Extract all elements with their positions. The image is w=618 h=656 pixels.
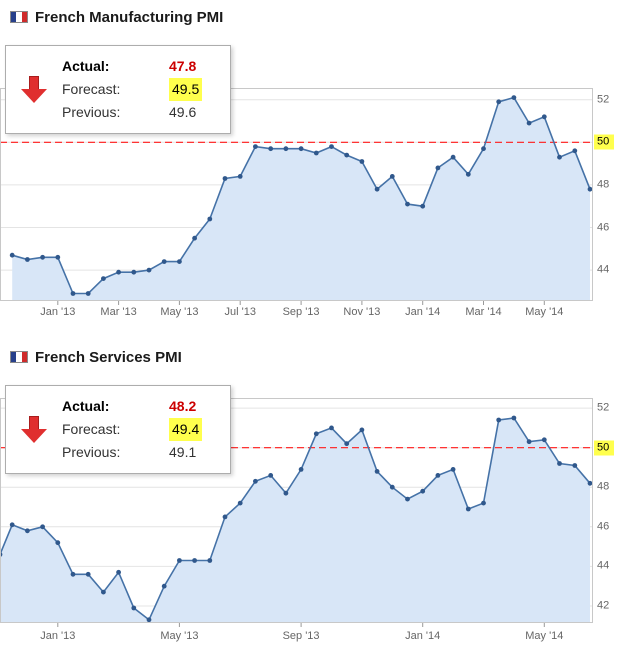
- france-flag-icon: [10, 11, 28, 23]
- y-axis-label: 44: [597, 263, 610, 276]
- down-arrow-icon: [6, 415, 62, 444]
- y-axis-label: 52: [597, 401, 610, 414]
- y-axis-label: 46: [597, 221, 610, 233]
- x-axis-label: May '14: [525, 630, 564, 642]
- x-axis-label: Jan '14: [405, 306, 441, 318]
- x-axis-label: Mar '14: [465, 306, 502, 318]
- y-axis-label: 48: [597, 480, 610, 493]
- manufacturing-pmi-chart: [0, 88, 593, 305]
- actual-label: Actual:: [62, 398, 110, 414]
- france-flag-icon: [10, 351, 28, 363]
- manufacturing-title-row: French Manufacturing PMI: [10, 7, 223, 27]
- forecast-value: 49.5: [169, 78, 203, 101]
- services-info-box: Actual: 48.2 Forecast: 49.4 Previous: 49…: [5, 385, 231, 474]
- down-arrow-icon: [6, 75, 62, 104]
- x-axis-label: May '13: [160, 630, 199, 642]
- x-axis-label: Jan '14: [405, 630, 441, 642]
- y-axis-label: 46: [597, 520, 610, 533]
- previous-label: Previous:: [62, 444, 121, 460]
- x-axis-label: May '14: [525, 306, 564, 318]
- services-title-row: French Services PMI: [10, 347, 182, 367]
- previous-row: Previous: 49.1: [62, 441, 230, 464]
- x-axis-label: Jan '13: [40, 306, 76, 318]
- previous-label: Previous:: [62, 104, 121, 120]
- actual-value: 48.2: [169, 398, 197, 414]
- forecast-value: 49.4: [169, 418, 203, 441]
- previous-value: 49.1: [169, 444, 197, 460]
- x-axis-label: Sep '13: [282, 630, 320, 642]
- x-axis-label: Jul '13: [224, 306, 256, 318]
- previous-value: 49.6: [169, 104, 197, 120]
- y-axis-reference-label: 50: [594, 440, 615, 456]
- x-axis-label: Jan '13: [40, 630, 76, 642]
- services-info-rows: Actual: 48.2 Forecast: 49.4 Previous: 49…: [62, 395, 230, 464]
- x-axis-label: Sep '13: [282, 306, 320, 318]
- y-axis-label: 52: [597, 93, 610, 106]
- actual-label: Actual:: [62, 58, 110, 74]
- actual-row: Actual: 48.2: [62, 395, 230, 418]
- x-axis-label: May '13: [160, 306, 199, 318]
- services-chart-title: French Services PMI: [35, 348, 182, 366]
- y-axis-label: 48: [597, 178, 610, 191]
- forecast-label: Forecast:: [62, 81, 121, 97]
- forecast-row: Forecast: 49.5: [62, 78, 230, 101]
- y-axis-label: 42: [597, 599, 610, 612]
- manufacturing-info-rows: Actual: 47.8 Forecast: 49.5 Previous: 49…: [62, 55, 230, 124]
- manufacturing-chart-title: French Manufacturing PMI: [35, 8, 224, 26]
- services-pmi-chart: [0, 398, 593, 627]
- y-axis-reference-label: 50: [594, 134, 615, 150]
- previous-row: Previous: 49.6: [62, 101, 230, 124]
- actual-row: Actual: 47.8: [62, 55, 230, 78]
- x-axis-label: Mar '13: [100, 306, 137, 318]
- y-axis-label: 44: [597, 559, 610, 572]
- forecast-label: Forecast:: [62, 421, 121, 437]
- forecast-row: Forecast: 49.4: [62, 418, 230, 441]
- actual-value: 47.8: [169, 58, 197, 74]
- manufacturing-info-box: Actual: 47.8 Forecast: 49.5 Previous: 49…: [5, 45, 231, 134]
- x-axis-label: Nov '13: [343, 306, 381, 318]
